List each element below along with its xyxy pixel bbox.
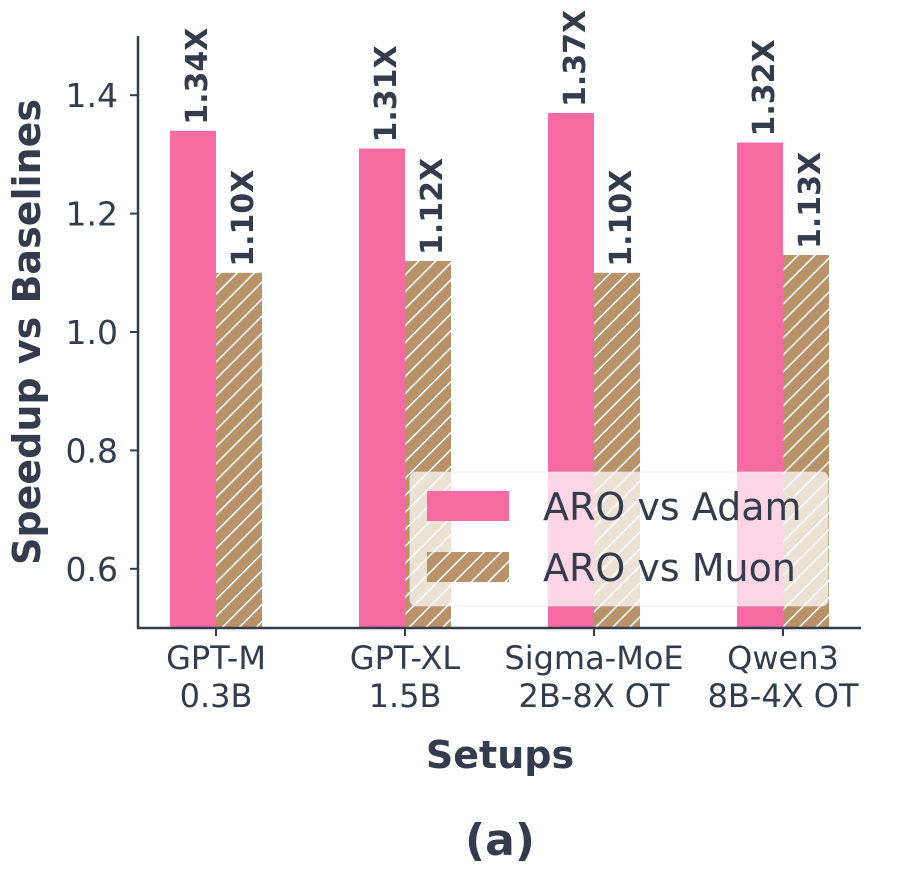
figure-caption: (a)	[465, 815, 535, 866]
y-tick-label-0: 0.6	[66, 550, 118, 589]
bar-labels-layer: 1.34X 1.31X 1.37X 1.32X 1.10X 1.12X 1.10X 1.13X	[180, 10, 828, 267]
x-tick-label-3-0: Qwen3	[727, 639, 839, 677]
bar-muon-0	[216, 272, 262, 628]
x-tick-label-0-1: 0.3B	[180, 677, 253, 715]
legend: ARO vs Adam ARO vs Muon	[409, 471, 829, 607]
bar-label-adam-1: 1.31X	[369, 45, 404, 142]
x-tick-label-3-1: 8B-4X OT	[707, 677, 859, 715]
bar-label-adam-0: 1.34X	[180, 28, 215, 125]
x-tick-label-0-0: GPT-M	[166, 639, 266, 677]
y-tick-label-1: 0.8	[66, 431, 118, 470]
bar-label-muon-2: 1.10X	[604, 170, 639, 267]
legend-swatch-adam	[427, 491, 509, 521]
bar-adam-0	[170, 130, 216, 628]
y-axis-label: Speedup vs Baselines	[5, 99, 49, 565]
legend-box	[409, 471, 829, 607]
x-tick-label-1-0: GPT-XL	[350, 639, 461, 677]
bar-label-muon-1: 1.12X	[415, 158, 450, 255]
legend-label-muon: ARO vs Muon	[543, 546, 796, 590]
y-ticks-layer: 0.6 0.8 1.0 1.2 1.4	[66, 76, 138, 589]
y-tick-label-2: 1.0	[66, 313, 118, 352]
x-tick-label-1-1: 1.5B	[369, 677, 442, 715]
x-axis-label: Setups	[426, 733, 574, 777]
x-tick-label-2-1: 2B-8X OT	[518, 677, 670, 715]
bar-label-muon-0: 1.10X	[226, 170, 261, 267]
bar-adam-1	[359, 148, 405, 629]
y-tick-label-4: 1.4	[66, 76, 118, 115]
legend-swatch-muon	[427, 552, 509, 582]
y-tick-label-3: 1.2	[66, 195, 118, 234]
bar-label-adam-3: 1.32X	[747, 39, 782, 136]
legend-label-adam: ARO vs Adam	[543, 485, 802, 529]
bar-label-adam-2: 1.37X	[558, 10, 593, 107]
x-tick-label-2-0: Sigma-MoE	[504, 639, 683, 677]
bar-label-muon-3: 1.13X	[793, 152, 828, 249]
